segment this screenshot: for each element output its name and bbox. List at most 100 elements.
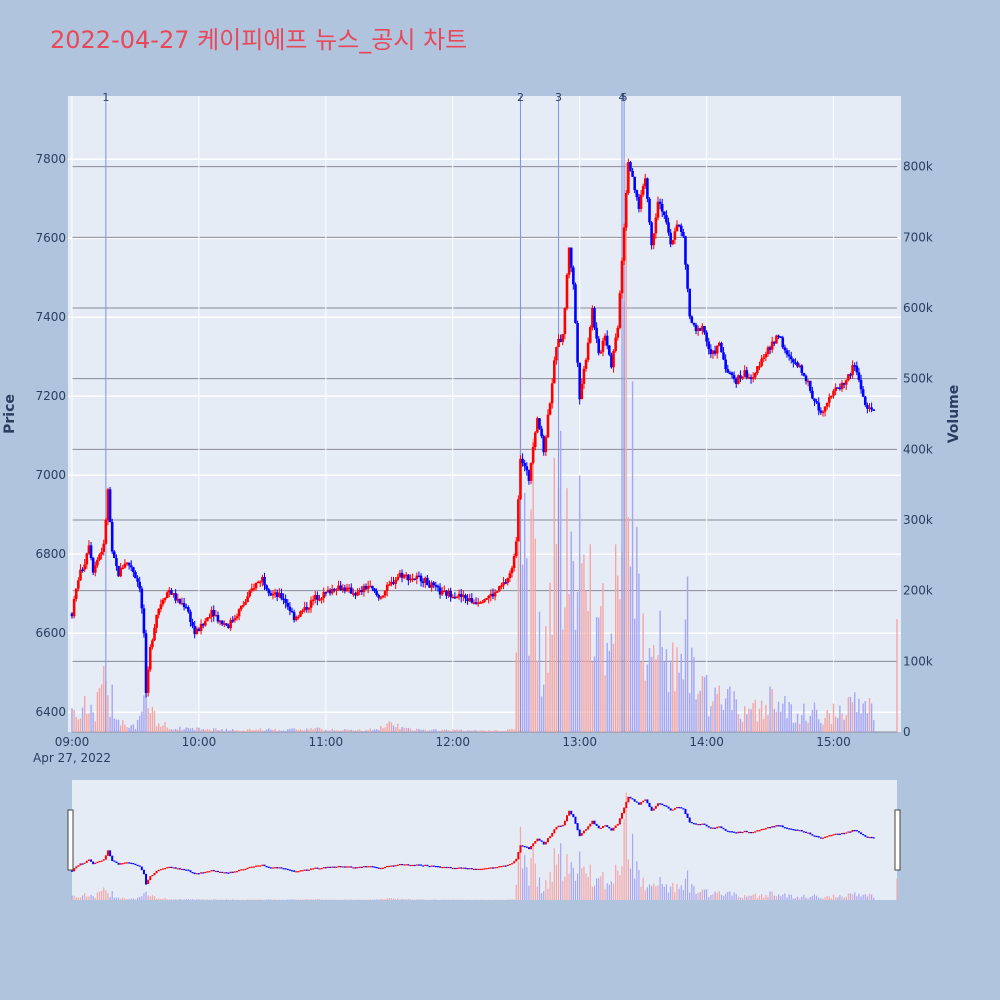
mini-candle	[530, 845, 533, 850]
volume-bar	[278, 729, 281, 732]
mini-volume-bar	[139, 896, 141, 900]
mini-candle	[475, 868, 478, 870]
mini-volume-bar	[306, 899, 308, 900]
candle-body	[462, 595, 465, 598]
mini-candle	[71, 870, 73, 872]
mini-volume-bar	[813, 894, 816, 900]
candle-body	[115, 558, 118, 566]
volume-bar	[815, 709, 818, 732]
candle-body	[620, 260, 624, 294]
mini-volume-bar	[777, 894, 780, 900]
mini-candle	[269, 867, 272, 869]
mini-volume-bar	[382, 899, 384, 900]
candle-body	[258, 581, 262, 584]
mini-candle	[692, 823, 695, 825]
mini-candle	[132, 863, 135, 865]
candle-body	[667, 222, 670, 233]
axes: 6400 6600 6800 7000 7200 7400 7600 7800 0 100k 200…	[35, 152, 932, 749]
candle-body	[398, 572, 402, 577]
volume-bar	[856, 712, 858, 732]
mini-candle	[709, 827, 712, 829]
mini-volume-bar	[128, 899, 130, 900]
candle-body	[237, 609, 241, 617]
candle-body	[614, 337, 617, 351]
mini-candle	[618, 818, 621, 825]
candle-body	[872, 409, 876, 411]
range-slider[interactable]	[67, 780, 901, 900]
volume-bar	[860, 713, 862, 732]
volume-bar	[714, 687, 716, 732]
candle-body	[212, 610, 216, 617]
candle-body	[153, 627, 156, 641]
mini-volume-bar	[160, 898, 162, 900]
mini-volume-bar	[318, 899, 321, 900]
mini-candle	[595, 823, 598, 826]
mini-candle	[824, 836, 827, 838]
volume-bar	[526, 558, 528, 732]
volume-bar	[79, 718, 82, 732]
mini-volume-bar	[761, 894, 763, 900]
candle-body	[263, 576, 266, 586]
mini-candle	[688, 817, 691, 823]
mini-volume-bar	[551, 881, 553, 900]
range-slider-left-handle[interactable]	[67, 809, 74, 871]
candle-body	[113, 551, 116, 559]
mini-candle	[210, 870, 213, 872]
volume-bar	[103, 666, 105, 732]
candle-body	[703, 326, 706, 333]
mini-volume-bar	[818, 897, 820, 900]
mini-volume-bar	[536, 886, 538, 900]
mini-candle	[329, 866, 332, 868]
volume-bar	[475, 730, 477, 732]
mini-volume-bar	[189, 899, 192, 900]
volume-bar	[591, 661, 594, 732]
volume-bar	[394, 727, 397, 732]
mini-candle	[684, 808, 687, 815]
candle-body	[409, 578, 412, 581]
mini-volume-bar	[134, 899, 137, 900]
range-slider-right-handle[interactable]	[894, 809, 901, 871]
candle-body	[561, 334, 565, 342]
volume-bar	[409, 728, 412, 732]
mini-volume-bar	[600, 876, 602, 900]
mini-candle	[775, 825, 778, 827]
chart-title: 2022-04-27 케이피에프 뉴스_공시 차트	[50, 26, 467, 54]
mini-candle	[104, 855, 107, 860]
mini-volume-bar	[215, 899, 217, 900]
mini-volume-bar	[623, 818, 625, 900]
mini-candle	[436, 866, 439, 868]
volume-bar	[297, 730, 300, 732]
volume-bar	[253, 730, 255, 732]
mini-candle	[527, 847, 530, 850]
mini-candle	[229, 871, 232, 874]
mini-candle	[94, 862, 97, 865]
volume-bar	[746, 714, 748, 732]
mini-volume-bar	[92, 896, 94, 900]
volume-bar	[513, 729, 515, 732]
mini-volume-bar	[452, 899, 454, 900]
price-tick-label: 7400	[35, 310, 66, 324]
volume-bar	[413, 730, 416, 732]
candle-body	[828, 397, 831, 403]
mini-candle	[401, 863, 403, 866]
candle-body	[254, 582, 258, 589]
mini-candle	[426, 864, 429, 867]
candle-body	[487, 596, 491, 599]
volume-bar	[801, 714, 803, 732]
mini-volume-bar	[534, 863, 536, 900]
volume-bar	[502, 731, 505, 732]
mini-volume-bar	[113, 897, 115, 900]
volume-bar	[344, 729, 346, 732]
mini-candle	[504, 865, 507, 867]
mini-candle	[809, 832, 812, 835]
volume-bar	[612, 643, 615, 732]
volume-bar	[488, 730, 490, 732]
volume-bar	[246, 729, 249, 732]
candle-body	[504, 582, 507, 584]
mini-volume-bar	[574, 880, 577, 900]
volume-bar	[449, 731, 452, 732]
mini-volume-bar	[576, 873, 579, 900]
volume-bar	[710, 706, 712, 732]
volume-bar	[373, 729, 376, 732]
